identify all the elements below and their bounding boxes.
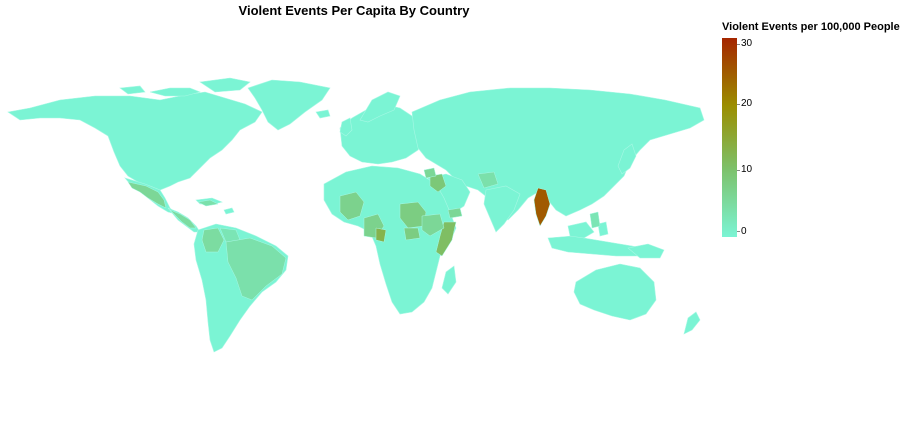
madagascar — [441, 265, 457, 295]
legend-tick-mark — [737, 231, 740, 232]
legend-tick-10: 10 — [741, 164, 753, 175]
uk — [339, 117, 353, 137]
color-legend: Violent Events per 100,000 People 30 20 … — [722, 21, 906, 251]
arctic-islands — [119, 77, 251, 97]
japan — [617, 143, 637, 175]
india — [483, 185, 521, 233]
greenland — [247, 79, 331, 131]
new-zealand — [683, 311, 701, 335]
legend-tick-30: 30 — [741, 38, 753, 49]
country-brazil — [225, 237, 287, 301]
country-cameroon — [375, 227, 387, 243]
country-value-overlays — [127, 167, 601, 301]
legend-color-bar — [722, 38, 737, 237]
country-myanmar — [533, 187, 551, 227]
caribbean — [195, 197, 235, 215]
country-colombia — [201, 227, 225, 253]
country-cuba — [197, 199, 219, 207]
country-south-sudan — [403, 227, 421, 241]
new-guinea — [627, 243, 665, 259]
map-title: Violent Events Per Capita By Country — [238, 3, 470, 18]
country-central-america — [169, 209, 197, 229]
country-philippines — [589, 211, 601, 229]
country-ethiopia — [421, 213, 445, 237]
country-yemen — [447, 207, 463, 219]
country-iraq — [429, 173, 447, 193]
legend-tick-20: 20 — [741, 98, 753, 109]
legend-title: Violent Events per 100,000 People — [722, 21, 900, 33]
australia — [573, 263, 657, 321]
country-afghanistan — [477, 171, 499, 189]
legend-tick-0: 0 — [741, 226, 747, 237]
country-mali — [339, 191, 365, 221]
world-map — [7, 77, 705, 353]
country-syria — [423, 167, 437, 179]
scandinavia — [359, 91, 401, 123]
indonesia — [547, 235, 645, 257]
legend-tick-mark — [737, 44, 740, 45]
north-america — [7, 91, 263, 191]
country-somalia — [435, 221, 457, 257]
country-mexico — [127, 181, 167, 209]
borneo-sulawesi — [567, 221, 609, 239]
legend-tick-mark — [737, 104, 740, 105]
legend-tick-mark — [737, 170, 740, 171]
iceland — [315, 109, 331, 119]
